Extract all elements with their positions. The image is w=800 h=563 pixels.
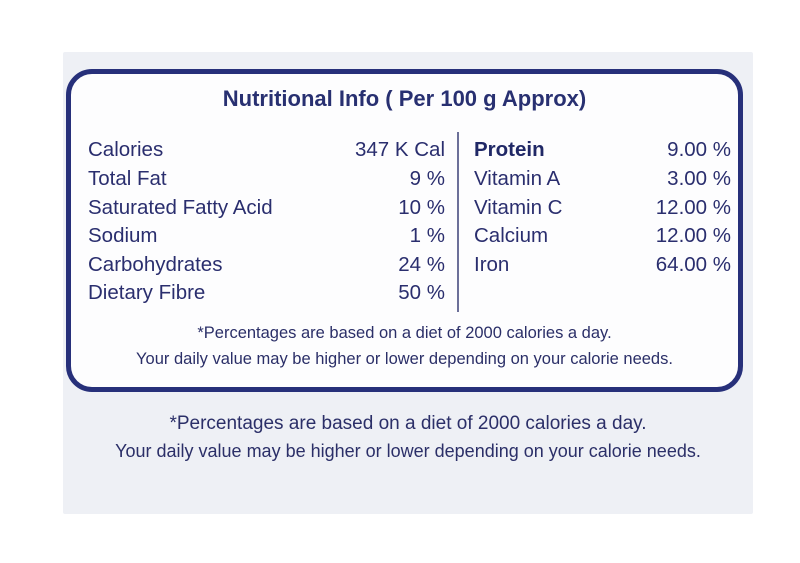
nutrient-value: 50 % xyxy=(398,281,445,304)
nutrient-name: Vitamin A xyxy=(474,167,561,190)
nutrition-card: Nutritional Info ( Per 100 g Approx) Cal… xyxy=(66,69,743,392)
nutrient-value: 347 K Cal xyxy=(354,138,445,161)
nutrient-value: 12.00 % xyxy=(655,224,731,247)
nutrient-value: 64.00 % xyxy=(655,253,731,276)
nutrient-name: Vitamin C xyxy=(474,196,563,219)
nutrient-value: 1 % xyxy=(409,224,445,247)
nutrient-value: 10 % xyxy=(398,196,445,219)
nutrient-name: Sodium xyxy=(88,224,158,247)
nutrient-value: 9 % xyxy=(409,167,445,190)
nutrient-value: 3.00 % xyxy=(667,167,731,190)
nutrient-name: Calories xyxy=(88,138,164,161)
nutrient-name: Dietary Fibre xyxy=(88,281,206,304)
outer-footnote-line-1: *Percentages are based on a diet of 2000… xyxy=(169,413,647,434)
nutrient-value: 24 % xyxy=(398,253,445,276)
card-footnote-line-2: Your daily value may be higher or lower … xyxy=(136,350,673,368)
nutrient-name: Iron xyxy=(474,253,510,276)
card-footnote-line-1: *Percentages are based on a diet of 2000… xyxy=(197,324,612,342)
nutrient-name: Total Fat xyxy=(88,167,167,190)
nutrient-name: Saturated Fatty Acid xyxy=(88,196,273,219)
nutrient-name: Calcium xyxy=(474,224,549,247)
nutrient-name: Carbohydrates xyxy=(88,253,223,276)
nutrient-value: 12.00 % xyxy=(655,196,731,219)
nutrition-title: Nutritional Info ( Per 100 g Approx) xyxy=(222,86,587,111)
nutrient-value: 9.00 % xyxy=(667,138,731,161)
outer-footnote-line-2: Your daily value may be higher or lower … xyxy=(115,441,701,461)
nutrient-name: Protein xyxy=(474,138,545,161)
column-divider xyxy=(457,132,459,312)
